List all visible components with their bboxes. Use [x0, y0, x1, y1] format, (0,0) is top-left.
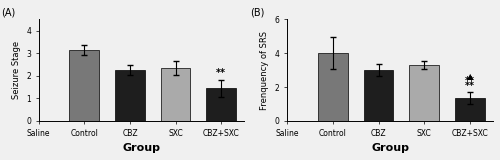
X-axis label: Group: Group — [122, 143, 160, 153]
Text: **: ** — [465, 81, 475, 91]
Bar — [115, 70, 145, 121]
Bar — [206, 88, 236, 121]
Y-axis label: Frenquency of SRS: Frenquency of SRS — [260, 31, 269, 110]
Bar — [318, 53, 348, 121]
Text: **: ** — [465, 76, 475, 86]
Y-axis label: Seizure Stage: Seizure Stage — [12, 41, 20, 99]
Text: (B): (B) — [250, 7, 264, 17]
Bar — [70, 50, 99, 121]
Bar — [161, 68, 190, 121]
X-axis label: Group: Group — [371, 143, 409, 153]
Bar — [410, 65, 439, 121]
Bar — [364, 70, 394, 121]
Text: ▲: ▲ — [466, 72, 473, 81]
Text: (A): (A) — [2, 7, 16, 17]
Text: **: ** — [216, 68, 226, 78]
Bar — [455, 98, 484, 121]
